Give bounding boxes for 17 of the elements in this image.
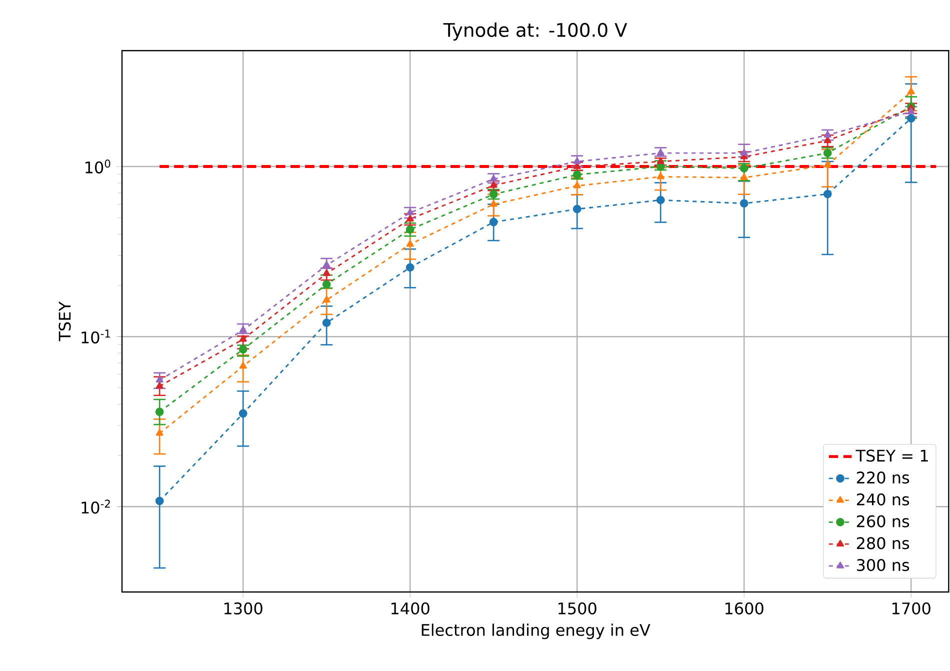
y-axis-title: TSEY <box>58 301 71 342</box>
y-tick-label: 10$^{-2}$ <box>82 500 110 514</box>
x-axis-title: Electron landing enegy in eV <box>422 624 650 640</box>
y-tick-label: 10$^{-1}$ <box>82 330 110 344</box>
chart-title: Tynode at: -100.0 V <box>443 22 628 41</box>
legend-label: 260 ns <box>856 515 910 528</box>
x-tick-label: 1700 <box>892 602 930 614</box>
legend-label: 240 ns <box>856 493 910 506</box>
legend-label: 280 ns <box>856 537 910 550</box>
x-tick-label: 1400 <box>391 602 430 614</box>
x-tick-label: 1500 <box>558 602 596 614</box>
x-tick-label: 1300 <box>224 602 262 614</box>
x-tick-label: 1600 <box>725 602 764 614</box>
legend-label: 220 ns <box>856 471 910 484</box>
y-tick-label: 10$^{0}$ <box>86 160 110 174</box>
legend-label: TSEY = 1 <box>856 450 928 462</box>
legend-label: 300 ns <box>856 558 910 572</box>
